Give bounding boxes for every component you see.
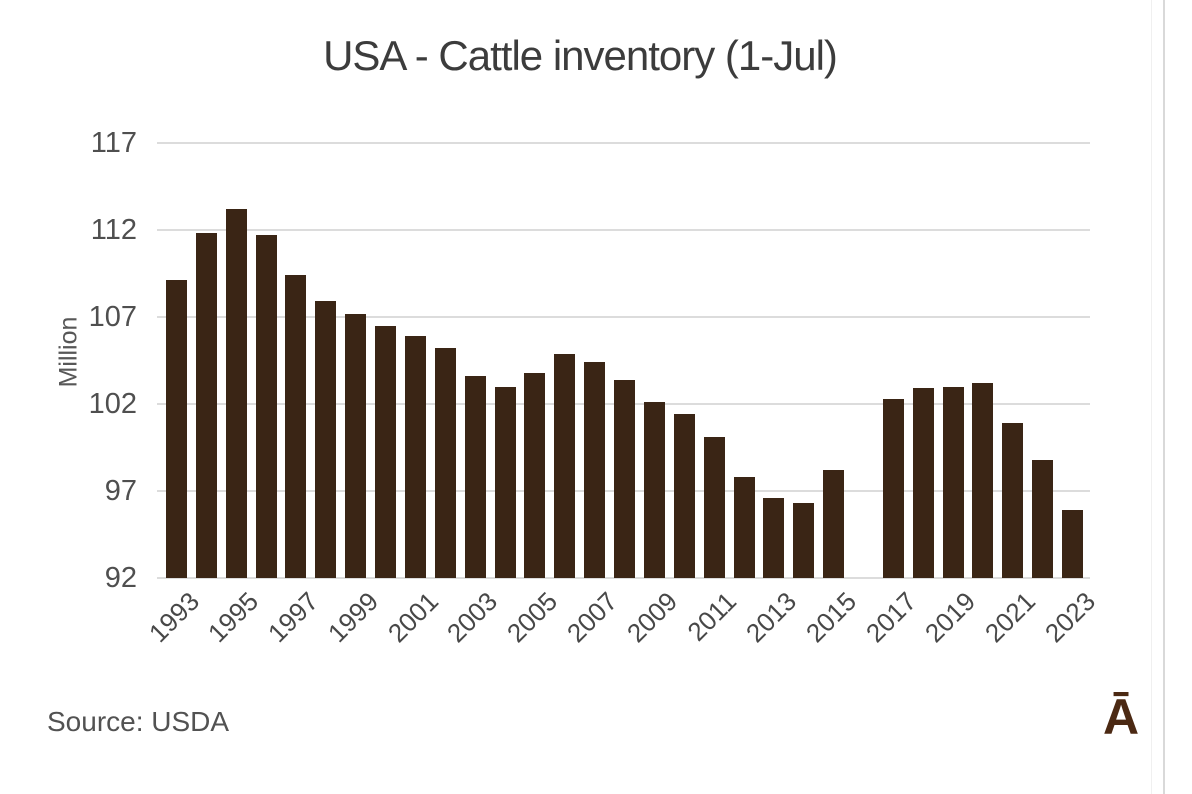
bar-1995 (225, 209, 247, 578)
bar-2018 (912, 388, 934, 578)
bar-2013 (763, 497, 785, 578)
y-tick-label-92: 92 (104, 562, 137, 594)
bar-2021 (1002, 423, 1024, 578)
bar-2015 (823, 470, 845, 578)
x-tick-label-2011: 2011 (681, 586, 743, 647)
bar-2019 (942, 386, 964, 578)
bar-2010 (673, 414, 695, 578)
x-tick-label-1999: 1999 (321, 586, 384, 649)
gridline-112 (157, 229, 1090, 231)
bar-1999 (345, 313, 367, 578)
bar-1993 (166, 280, 187, 578)
bar-2001 (404, 336, 426, 578)
x-tick-label-2005: 2005 (501, 586, 564, 649)
bar-2020 (972, 383, 994, 578)
y-tick-label-117: 117 (90, 127, 137, 159)
gridline-117 (157, 142, 1090, 144)
bar-2022 (1032, 459, 1054, 578)
bar-2023 (1062, 510, 1084, 578)
x-tick-label-2009: 2009 (620, 586, 683, 649)
bar-2002 (434, 348, 456, 578)
bar-2014 (793, 503, 815, 578)
right-edge-divider (1163, 0, 1165, 794)
x-tick-label-2013: 2013 (740, 586, 803, 649)
bar-2017 (882, 398, 904, 578)
gridline-107 (157, 316, 1090, 318)
x-tick-label-2023: 2023 (1038, 586, 1101, 649)
y-tick-label-97: 97 (104, 475, 137, 507)
bar-1997 (285, 275, 307, 578)
x-tick-label-1993: 1993 (142, 586, 205, 649)
bar-1998 (315, 301, 337, 578)
y-tick-label-102: 102 (88, 388, 137, 420)
bar-2011 (703, 437, 725, 578)
x-tick-label-2017: 2017 (859, 586, 922, 649)
x-tick-label-1995: 1995 (202, 586, 265, 649)
bar-2000 (375, 325, 397, 578)
gridline-92 (157, 577, 1090, 579)
x-tick-label-2007: 2007 (560, 586, 623, 649)
bar-1994 (195, 233, 217, 578)
x-tick-label-2001: 2001 (381, 586, 444, 649)
x-tick-label-1997: 1997 (262, 586, 325, 649)
brand-logo-icon: Ā (1102, 689, 1140, 745)
x-tick-label-2015: 2015 (799, 586, 862, 649)
bar-2005 (524, 372, 546, 578)
source-note: Source: USDA (47, 706, 230, 737)
bar-2009 (643, 402, 665, 578)
bar-2003 (464, 376, 486, 578)
bar-2006 (554, 353, 576, 578)
bar-2007 (584, 362, 606, 578)
bar-2012 (733, 477, 755, 578)
chart-title: USA - Cattle inventory (1-Jul) (323, 32, 838, 79)
right-edge-divider-faint (1151, 0, 1152, 794)
bar-2004 (494, 386, 516, 578)
bar-1996 (255, 235, 277, 578)
x-tick-label-2003: 2003 (441, 586, 504, 649)
x-tick-label-2021: 2021 (978, 586, 1042, 649)
y-tick-label-107: 107 (88, 301, 137, 333)
y-tick-label-112: 112 (90, 214, 137, 246)
x-tick-label-2019: 2019 (919, 586, 982, 649)
bar-2008 (614, 379, 636, 578)
